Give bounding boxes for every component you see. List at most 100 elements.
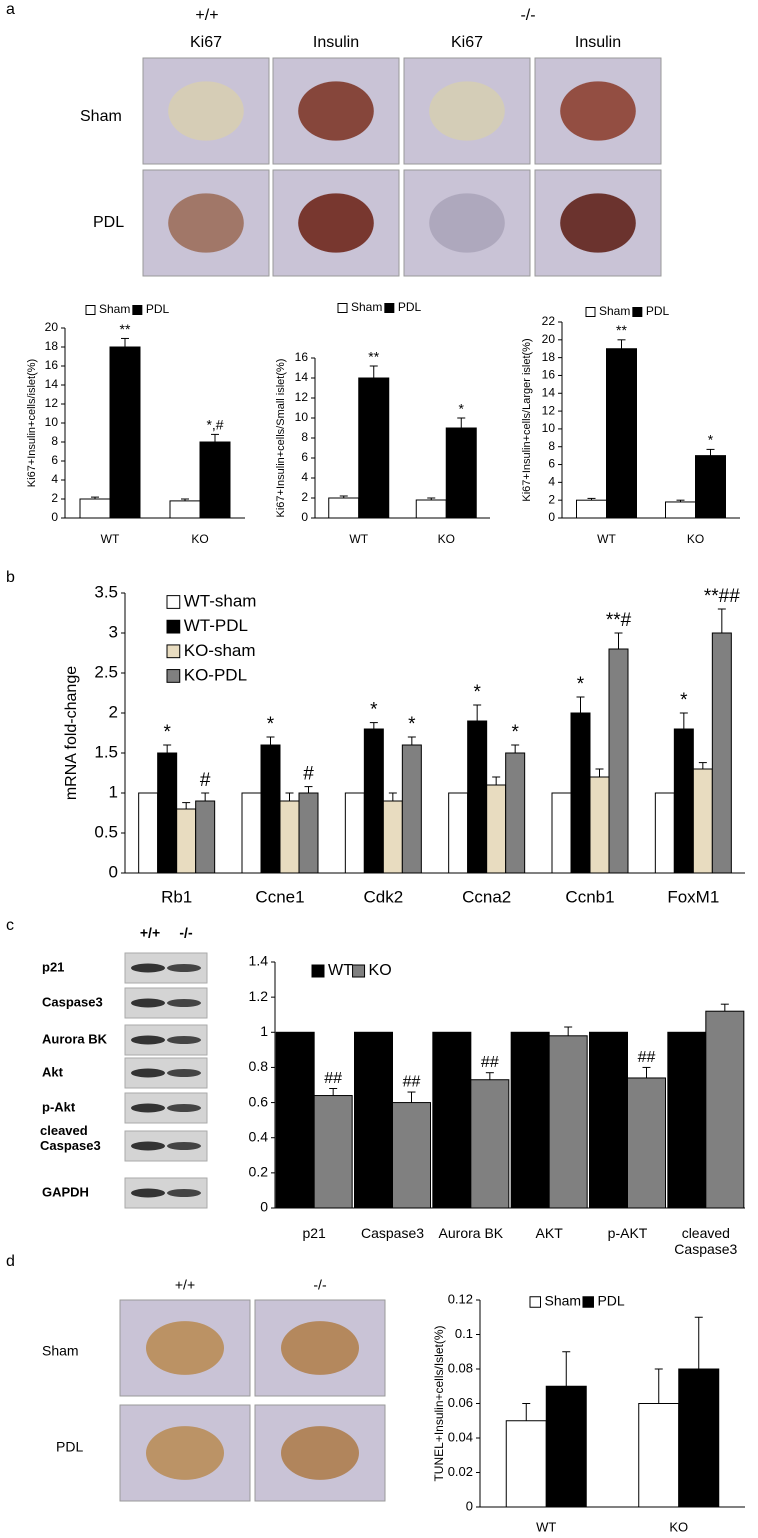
y-tick-label: 0 [466, 1498, 473, 1513]
significance-label: * [408, 714, 416, 735]
blot-band [131, 998, 165, 1008]
y-tick-label: 2 [51, 491, 58, 505]
x-tick-label: FoxM1 [667, 887, 719, 906]
bar [313, 1095, 353, 1209]
y-tick-label: 1 [109, 782, 118, 801]
x-tick-label: Aurora BK [438, 1225, 504, 1241]
x-tick-label: WT [536, 1519, 556, 1534]
error-bar [388, 792, 397, 801]
y-tick-label: 18 [45, 339, 59, 353]
y-axis-label: Ki67+Insulin+cells/Larger islet(%) [521, 338, 533, 501]
bar [176, 808, 197, 874]
x-tick-label: Caspase3 [360, 1225, 425, 1241]
bar [589, 1031, 628, 1209]
y-tick-label: 0 [301, 510, 308, 524]
y-tick-label: 10 [295, 410, 309, 424]
micrograph-islet [298, 81, 374, 141]
blot-band [167, 1036, 201, 1044]
y-tick-label: 1.5 [94, 742, 118, 761]
y-tick-label: 0.4 [249, 1128, 269, 1144]
bar [678, 1368, 720, 1508]
stain: Ki67 [451, 34, 483, 51]
bar [692, 768, 713, 874]
x-tick-label: WT [597, 532, 616, 546]
y-tick-label: 6 [548, 457, 555, 471]
y-axis-label: TUNEL+Insulin+cells/Islet(%) [432, 1325, 446, 1481]
error-bar [562, 1351, 571, 1387]
y-tick-label: 0.6 [249, 1093, 269, 1109]
bar [157, 752, 178, 874]
condition: Sham [80, 108, 122, 125]
blot-label: Akt [42, 1064, 64, 1079]
bar [392, 1102, 431, 1209]
bar [275, 1031, 315, 1209]
blot-band [167, 999, 201, 1007]
legend-swatch [337, 303, 348, 313]
bar [432, 1031, 472, 1209]
bar [363, 728, 384, 874]
error-bar [706, 448, 715, 456]
legend-label: Sham [545, 1293, 582, 1309]
error-bar [614, 632, 623, 649]
significance-label: * [370, 700, 378, 721]
error-bar [617, 339, 626, 349]
y-tick-label: 12 [45, 396, 59, 410]
legend-label: Sham [99, 302, 130, 316]
micrograph-islet [560, 81, 636, 141]
bar [695, 455, 726, 519]
error-bar [91, 496, 99, 499]
x-tick-label: KO [191, 532, 208, 546]
x-tick-label: KO [438, 532, 455, 546]
bar [608, 648, 629, 874]
blot-label-box: cleaved Caspase3 [40, 1124, 101, 1153]
bar [665, 501, 696, 519]
bar [510, 1031, 550, 1209]
bar [551, 792, 572, 874]
legend-swatch [132, 305, 143, 315]
bar [195, 800, 216, 874]
bar [627, 1077, 666, 1209]
error-bar [121, 337, 129, 347]
genotype: -/- [520, 7, 535, 24]
bar [358, 377, 390, 519]
genotype: +/+ [195, 7, 218, 24]
error-bar [407, 1091, 416, 1103]
bar [199, 441, 231, 519]
y-tick-label: 4 [301, 470, 308, 484]
bar [260, 744, 281, 874]
error-bar [564, 1026, 573, 1036]
legend-swatch [166, 619, 181, 634]
genotype: -/- [313, 1277, 327, 1293]
significance-label: * [267, 714, 275, 735]
y-tick-label: 0.08 [448, 1360, 473, 1375]
blot-band [167, 1189, 201, 1197]
error-bar [698, 762, 707, 769]
bar [638, 1403, 680, 1508]
legend-swatch [384, 303, 395, 313]
error-bar [266, 736, 275, 745]
error-bar [595, 768, 604, 777]
error-bar [511, 744, 520, 753]
x-tick-label-box: p21 [302, 1225, 325, 1241]
y-tick-label: 2 [548, 492, 555, 506]
significance-label: **## [704, 586, 740, 607]
y-tick-label: 20 [542, 332, 556, 346]
bar [589, 776, 610, 874]
legend-label: WT-PDL [184, 616, 248, 635]
bar [138, 792, 159, 874]
bar [279, 800, 300, 874]
bar [654, 792, 675, 874]
legend-swatch [85, 305, 96, 315]
x-tick-label-box: Aurora BK [438, 1225, 504, 1241]
x-tick-label: Ccnb1 [565, 887, 614, 906]
y-tick-label: 10 [542, 421, 556, 435]
y-tick-label: 0.5 [94, 822, 118, 841]
bar [382, 800, 403, 874]
error-bar [492, 776, 501, 785]
condition: Sham [42, 1343, 79, 1359]
y-tick-label: 3 [109, 622, 118, 641]
blot-band [131, 963, 165, 973]
y-tick-label: 1.2 [249, 988, 269, 1004]
panel-letter: d [6, 1253, 15, 1270]
x-tick-label: Cdk2 [363, 887, 403, 906]
